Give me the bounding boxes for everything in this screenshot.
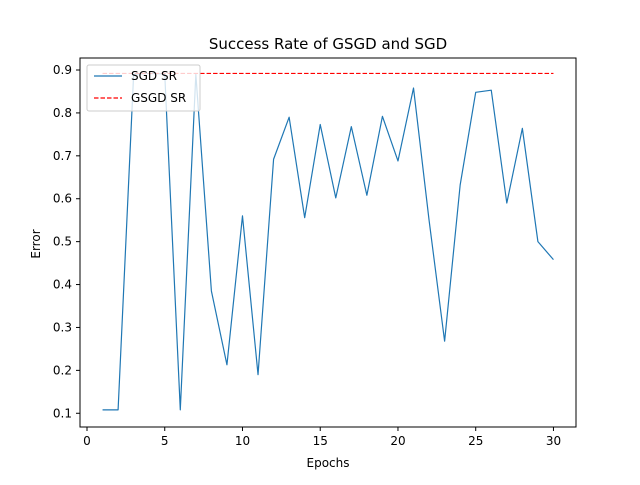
- y-tick-label: 0.1: [53, 406, 72, 420]
- x-tick-label: 15: [313, 434, 328, 448]
- legend-label: GSGD SR: [131, 91, 186, 105]
- y-tick-label: 0.9: [53, 63, 72, 77]
- axes-frame: [79, 57, 577, 428]
- y-axis-label: Error: [29, 229, 43, 258]
- y-tick-label: 0.2: [53, 363, 72, 377]
- x-tick-label: 25: [468, 434, 483, 448]
- plot-area: 0 5 10 15 20 25 30 0.1 0.2 0.3 0.4 0.5 0.6 0.7 0.8 0.9 S…: [53, 57, 577, 448]
- x-tick-label: 5: [161, 434, 169, 448]
- y-tick-label: 0.4: [53, 278, 72, 292]
- x-tick-label: 10: [235, 434, 250, 448]
- y-tick-label: 0.7: [53, 149, 72, 163]
- legend-label: SGD SR: [131, 69, 177, 83]
- y-tick-label: 0.8: [53, 106, 72, 120]
- x-tick-label: 30: [546, 434, 561, 448]
- x-tick-label: 20: [390, 434, 405, 448]
- y-tick-label: 0.6: [53, 192, 72, 206]
- x-tick-label: 0: [83, 434, 91, 448]
- y-tick-label: 0.5: [53, 235, 72, 249]
- x-axis-label: Epochs: [307, 456, 350, 470]
- y-tick-label: 0.3: [53, 320, 72, 334]
- chart-title: Success Rate of GSGD and SGD: [209, 35, 447, 53]
- series-line-sgd-sr: [102, 72, 554, 411]
